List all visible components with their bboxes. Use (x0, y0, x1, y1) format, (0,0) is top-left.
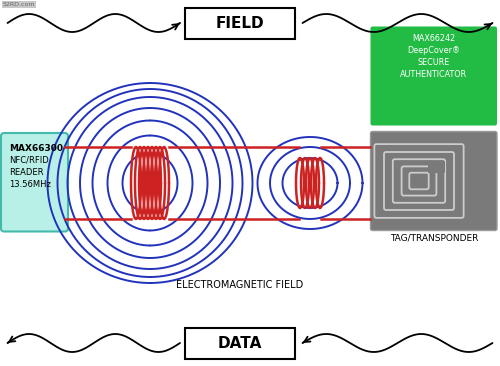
FancyBboxPatch shape (185, 7, 295, 38)
Text: NFC/RFID
READER
13.56MHz: NFC/RFID READER 13.56MHz (9, 155, 51, 189)
FancyBboxPatch shape (1, 133, 68, 232)
Text: MAX66300: MAX66300 (9, 143, 63, 153)
Text: TAG/TRANSPONDER: TAG/TRANSPONDER (390, 234, 478, 243)
FancyBboxPatch shape (428, 161, 445, 173)
Text: DATA: DATA (218, 336, 262, 351)
FancyBboxPatch shape (185, 328, 295, 359)
Text: MAX66242
DeepCover®
SECURE
AUTHENTICATOR: MAX66242 DeepCover® SECURE AUTHENTICATOR (400, 34, 468, 79)
FancyBboxPatch shape (370, 131, 497, 231)
FancyBboxPatch shape (370, 26, 497, 126)
Text: ELECTROMAGNETIC FIELD: ELECTROMAGNETIC FIELD (176, 280, 304, 290)
Text: 52RD.com: 52RD.com (2, 2, 35, 7)
Text: FIELD: FIELD (216, 15, 264, 30)
